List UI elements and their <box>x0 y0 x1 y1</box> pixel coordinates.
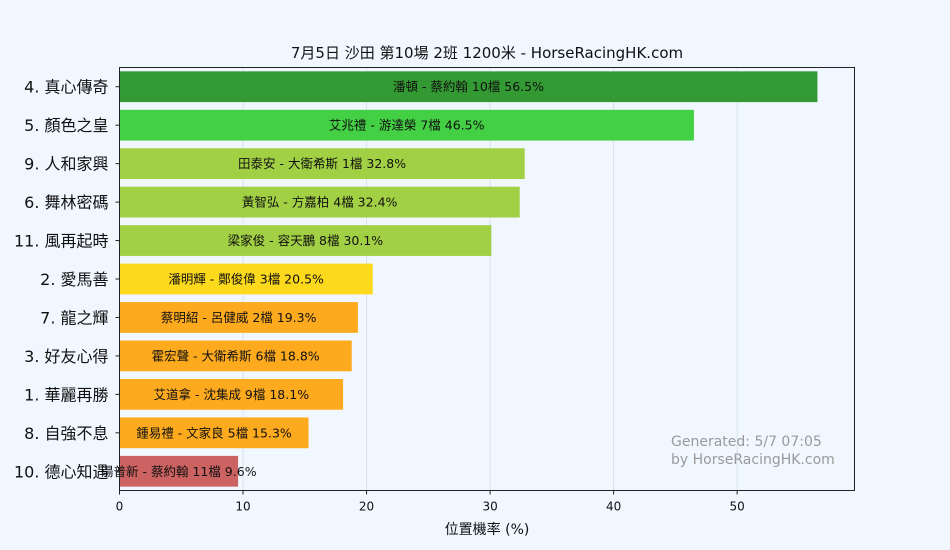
bar-label: 蔡明紹 - 呂健威 2檔 19.3% <box>161 310 317 325</box>
y-tick-label: 7. 龍之輝 <box>40 308 108 327</box>
watermark-generated: Generated: 5/7 07:05 <box>671 434 822 450</box>
bar <box>119 263 373 295</box>
bar-label: 黃智弘 - 方嘉柏 4檔 32.4% <box>242 195 398 210</box>
bar-label: 潘頓 - 蔡約翰 10檔 56.5% <box>393 79 544 94</box>
chart-title: 7月5日 沙田 第10場 2班 1200米 - HorseRacingHK.co… <box>291 44 683 62</box>
y-tick-label: 4. 真心傳奇 <box>24 78 108 97</box>
watermark: Generated: 5/7 07:05 by HorseRacingHK.co… <box>671 434 835 468</box>
x-tick-label: 30 <box>482 500 497 514</box>
y-tick-label: 2. 愛馬善 <box>40 270 108 289</box>
bar <box>119 417 309 449</box>
bar-label: 梁家俊 - 容天鵬 8檔 30.1% <box>228 233 384 248</box>
bar <box>119 186 520 218</box>
bar-label: 艾道拿 - 沈集成 9檔 18.1% <box>154 387 310 402</box>
y-tick-label: 3. 好友心得 <box>24 347 108 366</box>
y-tick-label: 10. 德心知遇 <box>14 462 109 481</box>
bar-label: 湯普新 - 蔡約翰 11檔 9.6% <box>101 464 257 479</box>
bar <box>119 148 525 180</box>
x-tick-label: 20 <box>359 500 374 514</box>
x-tick-label: 40 <box>606 500 621 514</box>
bar <box>119 302 358 333</box>
bar <box>119 455 239 487</box>
bar <box>119 340 352 372</box>
x-axis-label: 位置機率 (%) <box>445 521 530 538</box>
bar <box>119 225 492 256</box>
y-tick-label: 11. 風再起時 <box>14 232 109 251</box>
x-tick-label: 0 <box>116 500 124 514</box>
bar <box>119 378 344 410</box>
y-tick-label: 9. 人和家興 <box>24 155 108 174</box>
bar-label: 潘明輝 - 鄭俊偉 3檔 20.5% <box>168 272 324 287</box>
x-tick-label: 10 <box>235 500 250 514</box>
y-tick-label: 5. 顏色之皇 <box>24 116 108 135</box>
x-axis: 0 10 20 30 40 50 4. 真心傳奇 5. 顏色之皇 9. 人和家興 6. 舞林密碼 1… <box>14 78 745 514</box>
y-tick-label: 1. 華麗再勝 <box>24 385 108 404</box>
bar-label: 田泰安 - 大衛希斯 1檔 32.8% <box>238 156 406 171</box>
bar <box>119 71 818 103</box>
y-tick-label: 8. 自強不息 <box>24 424 108 443</box>
x-tick-label: 50 <box>730 500 745 514</box>
y-tick-label: 6. 舞林密碼 <box>24 193 108 212</box>
bars-group: 潘頓 - 蔡約翰 10檔 56.5% 艾兆禮 - 游達榮 7檔 46.5% 田泰安 … <box>101 71 818 487</box>
watermark-source: by HorseRacingHK.com <box>671 452 835 468</box>
bar <box>119 109 694 141</box>
bar-label: 艾兆禮 - 游達榮 7檔 46.5% <box>329 118 485 133</box>
bar-label: 鍾易禮 - 文家良 5檔 15.3% <box>136 425 292 440</box>
bar-label: 霍宏聲 - 大衛希斯 6檔 18.8% <box>152 348 320 363</box>
